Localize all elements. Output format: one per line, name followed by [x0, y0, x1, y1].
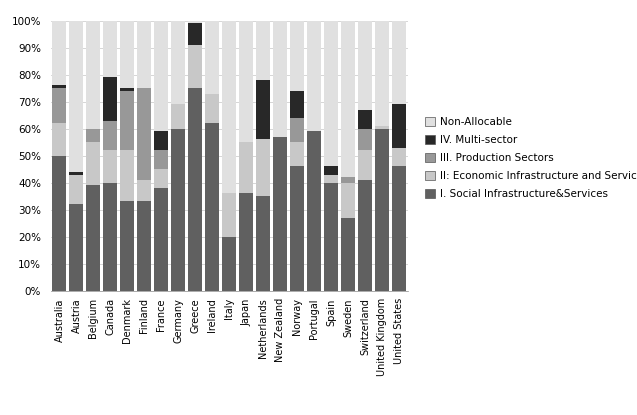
Bar [138, 21, 152, 88]
Bar [358, 110, 372, 129]
Bar [358, 180, 372, 290]
Bar [358, 21, 372, 110]
Bar [52, 156, 66, 290]
Bar [358, 150, 372, 180]
Bar [222, 237, 236, 290]
Bar [69, 172, 83, 174]
Bar [324, 174, 338, 183]
Bar [256, 80, 270, 139]
Bar [120, 91, 134, 150]
Bar [290, 21, 304, 91]
Bar [324, 183, 338, 290]
Bar [189, 23, 203, 45]
Bar [138, 180, 152, 201]
Bar [69, 204, 83, 290]
Bar [392, 21, 406, 104]
Bar [240, 142, 254, 193]
Bar [256, 139, 270, 196]
Bar [358, 129, 372, 150]
Bar [154, 131, 168, 150]
Bar [154, 21, 168, 131]
Bar [205, 93, 219, 123]
Bar [256, 196, 270, 290]
Bar [256, 21, 270, 80]
Bar [120, 21, 134, 88]
Bar [52, 123, 66, 156]
Bar [307, 131, 321, 290]
Bar [205, 123, 219, 290]
Bar [290, 142, 304, 166]
Bar [222, 21, 236, 193]
Bar [87, 21, 101, 129]
Bar [52, 88, 66, 123]
Bar [205, 21, 219, 93]
Bar [273, 21, 287, 137]
Bar [189, 88, 203, 290]
Bar [69, 174, 83, 204]
Bar [341, 183, 355, 217]
Bar [52, 21, 66, 85]
Bar [103, 120, 117, 150]
Legend: Non-Allocable, IV. Multi-sector, III. Production Sectors, II: Economic Infrastru: Non-Allocable, IV. Multi-sector, III. Pr… [422, 115, 637, 201]
Bar [341, 217, 355, 290]
Bar [69, 21, 83, 172]
Bar [375, 129, 389, 290]
Bar [341, 21, 355, 177]
Bar [154, 188, 168, 290]
Bar [87, 129, 101, 142]
Bar [52, 85, 66, 88]
Bar [171, 21, 185, 104]
Bar [189, 21, 203, 23]
Bar [120, 88, 134, 91]
Bar [290, 91, 304, 118]
Bar [103, 21, 117, 77]
Bar [392, 166, 406, 290]
Bar [324, 21, 338, 166]
Bar [120, 201, 134, 290]
Bar [138, 201, 152, 290]
Bar [375, 126, 389, 129]
Bar [324, 166, 338, 174]
Bar [375, 21, 389, 126]
Bar [189, 45, 203, 88]
Bar [87, 185, 101, 290]
Bar [171, 129, 185, 290]
Bar [120, 150, 134, 201]
Bar [240, 21, 254, 142]
Bar [392, 104, 406, 148]
Bar [341, 177, 355, 183]
Bar [154, 169, 168, 188]
Bar [103, 77, 117, 120]
Bar [171, 105, 185, 129]
Bar [240, 193, 254, 290]
Bar [103, 183, 117, 290]
Bar [392, 148, 406, 166]
Bar [154, 150, 168, 169]
Bar [87, 142, 101, 185]
Bar [103, 150, 117, 183]
Bar [307, 21, 321, 131]
Bar [273, 137, 287, 290]
Bar [138, 88, 152, 180]
Bar [290, 118, 304, 142]
Bar [222, 193, 236, 237]
Bar [290, 166, 304, 290]
